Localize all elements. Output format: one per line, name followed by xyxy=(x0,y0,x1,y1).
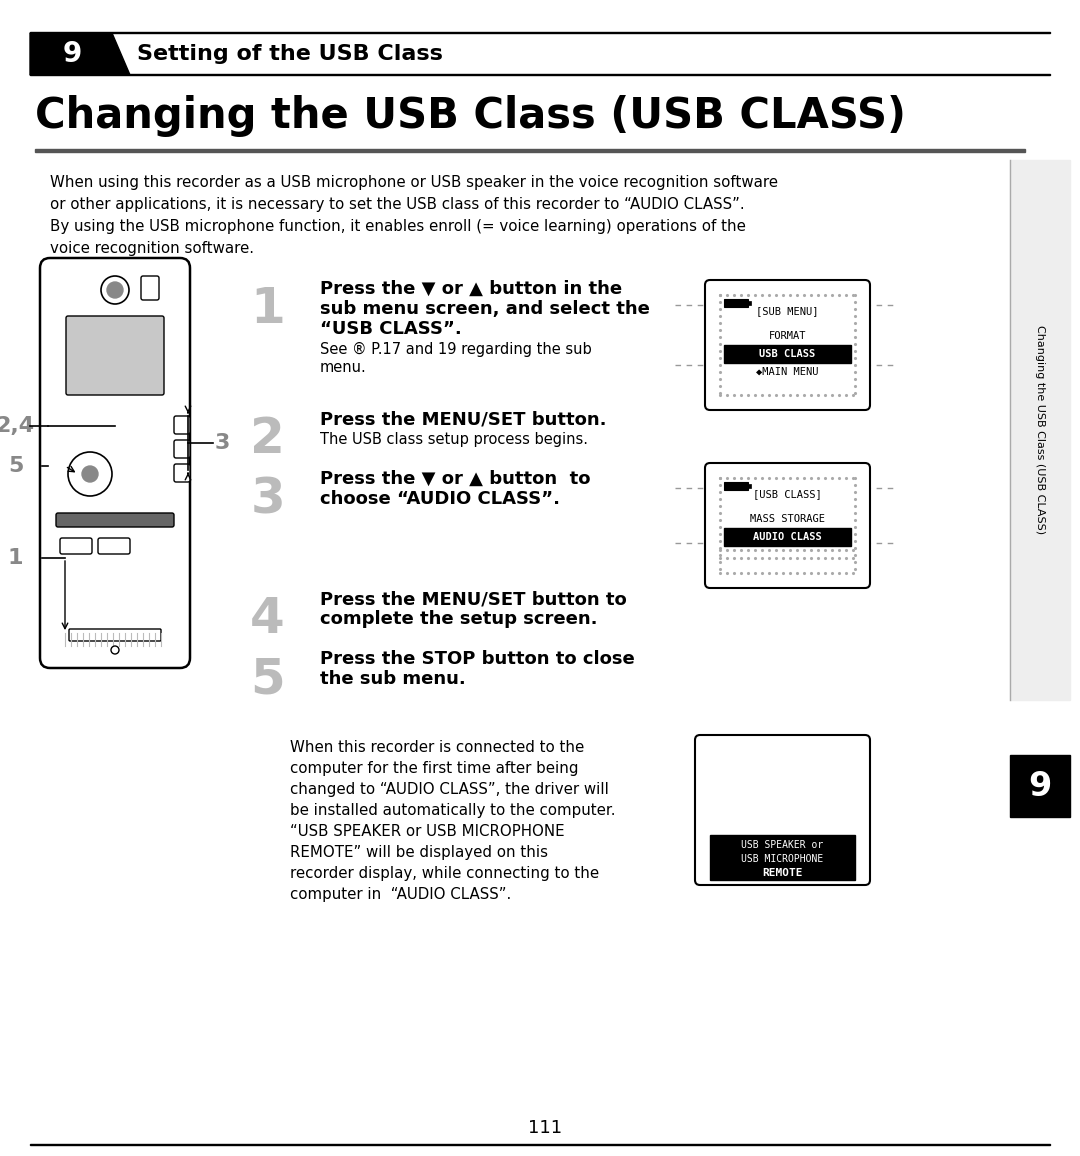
Bar xyxy=(724,528,851,546)
Text: Setting of the USB Class: Setting of the USB Class xyxy=(137,44,443,64)
Text: Press the MENU/SET button to: Press the MENU/SET button to xyxy=(320,590,626,608)
Text: changed to “AUDIO CLASS”, the driver will: changed to “AUDIO CLASS”, the driver wil… xyxy=(291,781,609,796)
Text: 5: 5 xyxy=(251,655,285,703)
Polygon shape xyxy=(30,34,130,75)
FancyBboxPatch shape xyxy=(705,464,870,588)
Text: 5: 5 xyxy=(8,455,24,476)
Text: complete the setup screen.: complete the setup screen. xyxy=(320,610,597,628)
Text: Press the STOP button to close: Press the STOP button to close xyxy=(320,650,635,668)
Text: or other applications, it is necessary to set the USB class of this recorder to : or other applications, it is necessary t… xyxy=(50,197,744,212)
Text: computer for the first time after being: computer for the first time after being xyxy=(291,761,579,776)
Text: sub menu screen, and select the: sub menu screen, and select the xyxy=(320,301,650,318)
Bar xyxy=(1010,755,1070,817)
FancyBboxPatch shape xyxy=(98,538,130,554)
FancyBboxPatch shape xyxy=(69,629,161,640)
Text: REMOTE: REMOTE xyxy=(762,868,802,879)
Text: ◆MAIN MENU: ◆MAIN MENU xyxy=(756,366,819,377)
Text: 111: 111 xyxy=(528,1119,562,1138)
FancyBboxPatch shape xyxy=(696,735,870,885)
FancyBboxPatch shape xyxy=(66,316,164,395)
Circle shape xyxy=(111,646,119,654)
Text: MASS STORAGE: MASS STORAGE xyxy=(750,514,825,524)
Bar xyxy=(710,835,855,880)
Text: 9: 9 xyxy=(63,39,82,67)
Text: FORMAT: FORMAT xyxy=(769,331,807,341)
Text: REMOTE” will be displayed on this: REMOTE” will be displayed on this xyxy=(291,845,548,860)
Text: Press the MENU/SET button.: Press the MENU/SET button. xyxy=(320,410,607,428)
Text: computer in  “AUDIO CLASS”.: computer in “AUDIO CLASS”. xyxy=(291,887,511,902)
Text: voice recognition software.: voice recognition software. xyxy=(50,240,254,255)
Bar xyxy=(30,74,1050,75)
Bar xyxy=(35,148,1025,151)
Text: Changing the USB Class (USB CLASS): Changing the USB Class (USB CLASS) xyxy=(35,95,906,138)
Text: 4: 4 xyxy=(251,595,285,643)
Bar xyxy=(724,482,748,490)
Text: USB MICROPHONE: USB MICROPHONE xyxy=(741,854,824,864)
Text: Press the ▼ or ▲ button  to: Press the ▼ or ▲ button to xyxy=(320,470,591,488)
Text: 9: 9 xyxy=(1028,770,1052,802)
Bar xyxy=(748,484,751,488)
Text: When using this recorder as a USB microphone or USB speaker in the voice recogni: When using this recorder as a USB microp… xyxy=(50,175,778,190)
FancyBboxPatch shape xyxy=(174,416,190,434)
FancyBboxPatch shape xyxy=(60,538,92,554)
Text: the sub menu.: the sub menu. xyxy=(320,670,465,688)
Text: AUDIO CLASS: AUDIO CLASS xyxy=(753,532,822,542)
Text: “USB CLASS”.: “USB CLASS”. xyxy=(320,320,462,338)
Text: When this recorder is connected to the: When this recorder is connected to the xyxy=(291,740,584,755)
Text: Changing the USB Class (USB CLASS): Changing the USB Class (USB CLASS) xyxy=(1035,326,1045,534)
Text: USB SPEAKER or: USB SPEAKER or xyxy=(741,840,824,850)
Bar xyxy=(724,344,851,363)
Text: See ® P.17 and 19 regarding the sub: See ® P.17 and 19 regarding the sub xyxy=(320,342,592,357)
FancyBboxPatch shape xyxy=(174,464,190,482)
Text: recorder display, while connecting to the: recorder display, while connecting to th… xyxy=(291,866,599,881)
Circle shape xyxy=(68,452,112,496)
Circle shape xyxy=(82,466,98,482)
Text: Press the ▼ or ▲ button in the: Press the ▼ or ▲ button in the xyxy=(320,280,622,298)
Text: “USB SPEAKER or USB MICROPHONE: “USB SPEAKER or USB MICROPHONE xyxy=(291,824,565,839)
Bar xyxy=(724,299,748,307)
Text: 1: 1 xyxy=(8,548,24,568)
Circle shape xyxy=(107,282,123,298)
Circle shape xyxy=(102,276,129,304)
Bar xyxy=(748,301,751,305)
FancyBboxPatch shape xyxy=(56,513,174,527)
Text: 2,4: 2,4 xyxy=(0,416,35,436)
Text: USB CLASS: USB CLASS xyxy=(759,349,815,360)
FancyBboxPatch shape xyxy=(705,280,870,410)
Text: menu.: menu. xyxy=(320,360,367,375)
Text: By using the USB microphone function, it enables enroll (= voice learning) opera: By using the USB microphone function, it… xyxy=(50,218,746,234)
Bar xyxy=(30,31,1050,34)
FancyBboxPatch shape xyxy=(141,276,159,301)
FancyBboxPatch shape xyxy=(174,440,190,458)
Bar xyxy=(1010,160,1070,701)
Text: The USB class setup process begins.: The USB class setup process begins. xyxy=(320,432,588,447)
Text: 3: 3 xyxy=(215,434,230,453)
Bar xyxy=(30,1143,1050,1144)
Text: [USB CLASS]: [USB CLASS] xyxy=(753,489,822,499)
Text: 1: 1 xyxy=(251,286,285,333)
Text: 2: 2 xyxy=(251,415,285,464)
FancyBboxPatch shape xyxy=(40,258,190,668)
Text: 3: 3 xyxy=(251,475,285,523)
Text: be installed automatically to the computer.: be installed automatically to the comput… xyxy=(291,803,616,818)
Text: [SUB MENU]: [SUB MENU] xyxy=(756,306,819,316)
Text: choose “AUDIO CLASS”.: choose “AUDIO CLASS”. xyxy=(320,490,561,507)
